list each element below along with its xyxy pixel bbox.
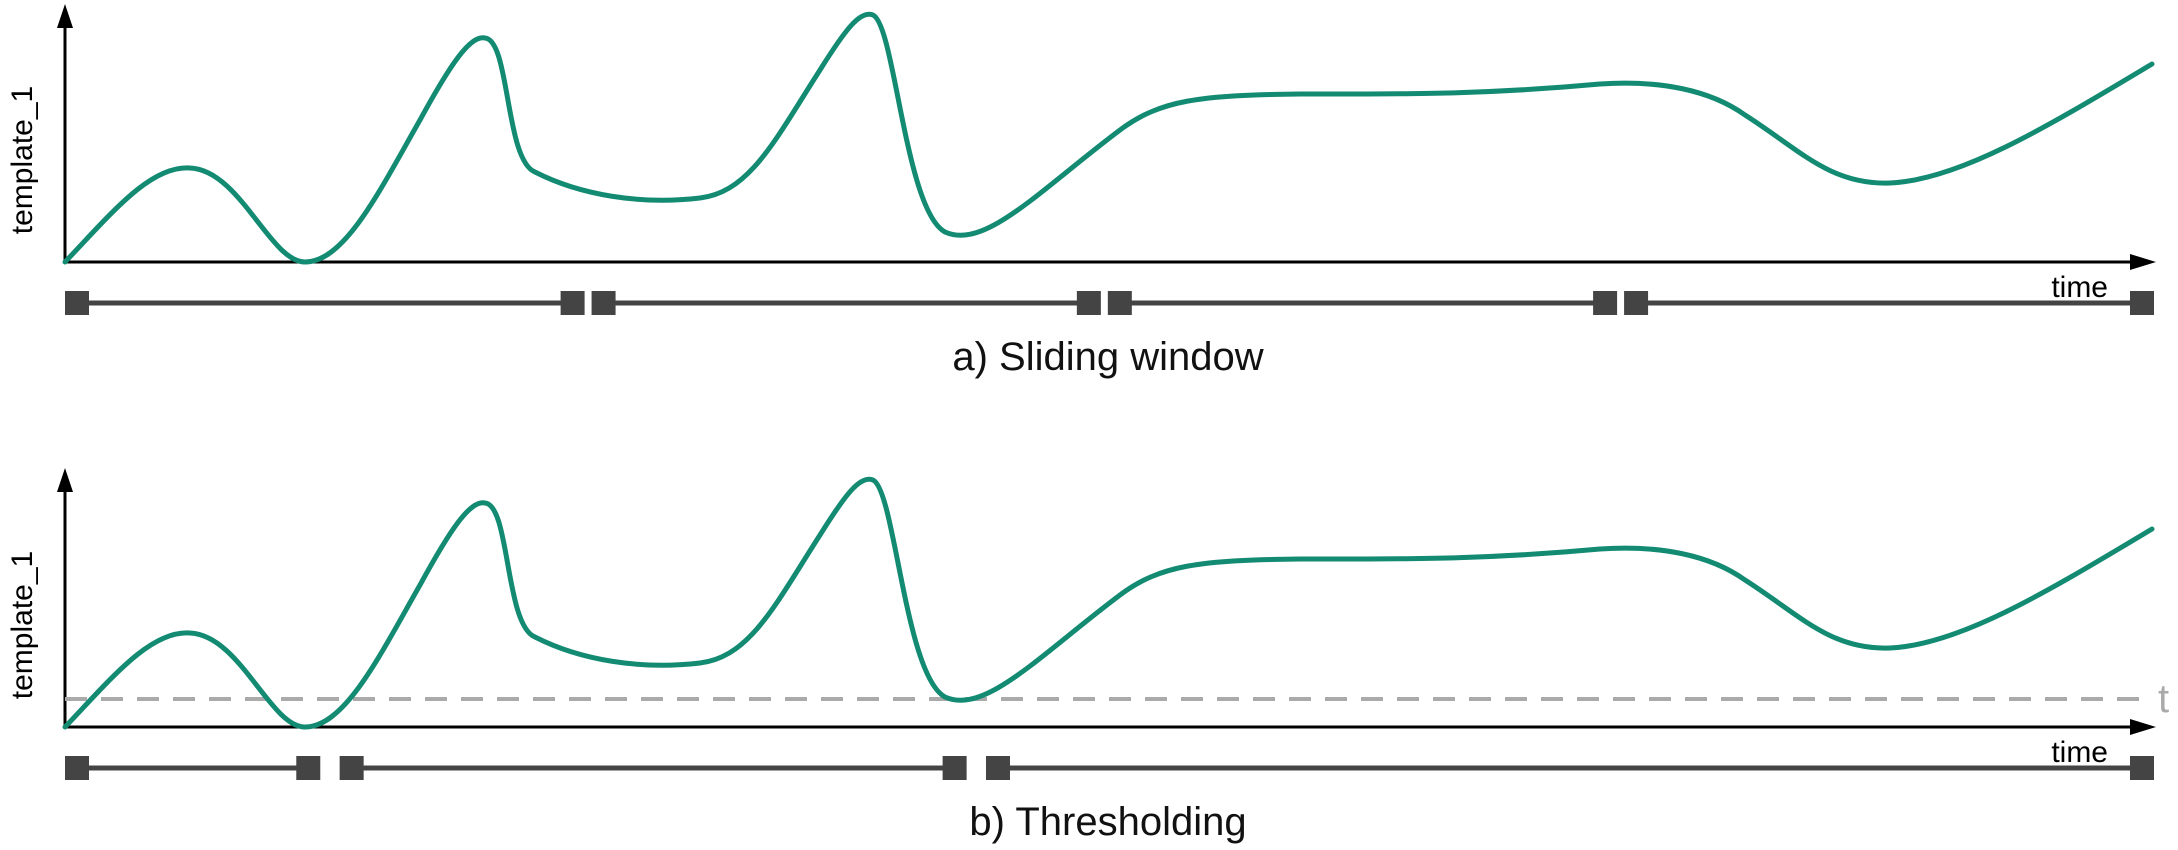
x-axis-arrow-icon — [2130, 719, 2156, 735]
window-segments — [65, 291, 2154, 315]
segment-end-marker — [1076, 291, 1101, 315]
y-axis-label: template_1 — [6, 551, 39, 699]
segment-start-marker — [1107, 291, 1132, 315]
x-axis-arrow-icon — [2130, 254, 2156, 270]
y-axis-label: template_1 — [6, 86, 39, 234]
segment-end-marker — [2130, 756, 2154, 780]
segment-end-marker — [560, 291, 585, 315]
x-axis-label: time — [2051, 271, 2108, 304]
threshold-segments — [65, 756, 2154, 780]
segment-start-marker — [1624, 291, 1649, 315]
segment-end-marker — [1593, 291, 1618, 315]
segment-end-marker — [2130, 291, 2154, 315]
segment-start-marker — [339, 756, 364, 780]
segment-end-marker — [296, 756, 321, 780]
segment-start-marker — [65, 756, 89, 780]
threshold-label: t — [2158, 677, 2169, 721]
x-axis-label: time — [2051, 736, 2108, 769]
caption-thresholding: b) Thresholding — [969, 800, 1246, 844]
y-axis-arrow-icon — [57, 4, 73, 28]
segment-start-marker — [65, 291, 89, 315]
signal-curve — [62, 476, 2155, 730]
segment-start-marker — [985, 756, 1010, 780]
panel-b: template_1 time t b) Thresholding — [6, 468, 2169, 844]
segment-end-marker — [942, 756, 967, 780]
caption-sliding-window: a) Sliding window — [952, 335, 1263, 379]
signal-curve — [62, 11, 2155, 265]
y-axis-arrow-icon — [57, 468, 73, 492]
segment-start-marker — [591, 291, 616, 315]
panel-a: template_1 time a) Sliding window — [6, 4, 2156, 379]
